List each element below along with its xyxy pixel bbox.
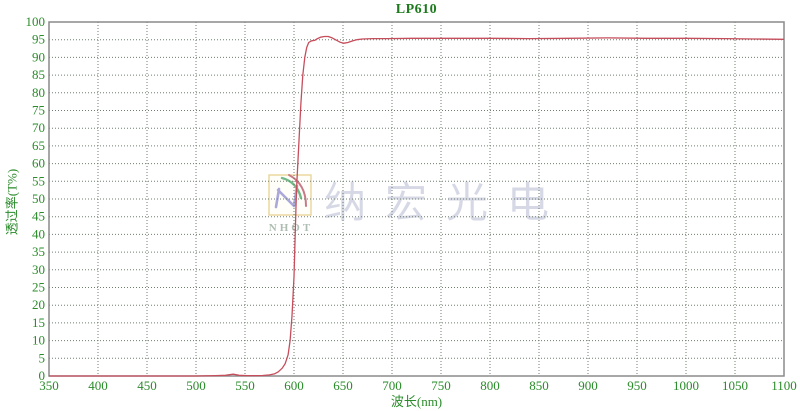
y-tick-label: 10 — [32, 333, 45, 348]
gridlines — [49, 22, 784, 376]
y-tick-label: 95 — [32, 32, 45, 47]
watermark: NHOT 纳宏光电 — [262, 173, 568, 234]
x-tick-label: 950 — [627, 378, 647, 393]
y-tick-label: 45 — [32, 209, 45, 224]
frame-rect — [48, 21, 785, 377]
y-tick-label: 90 — [32, 49, 45, 64]
curve-line — [49, 35, 785, 377]
y-tick-label: 55 — [32, 173, 45, 188]
x-tick-label: 700 — [382, 378, 402, 393]
transmission-curve — [49, 35, 785, 377]
x-tick-label: 1050 — [722, 378, 748, 393]
y-tick-label: 20 — [32, 297, 45, 312]
nhot-logo: NHOT — [262, 173, 320, 234]
x-tick-label: 650 — [333, 378, 353, 393]
x-tick-label: 500 — [186, 378, 206, 393]
x-tick-label: 1000 — [673, 378, 699, 393]
x-tick-label: 400 — [88, 378, 108, 393]
x-tick-label: 550 — [235, 378, 255, 393]
y-tick-label: 5 — [39, 350, 46, 365]
y-tick-label: 40 — [32, 226, 45, 241]
x-tick-label: 350 — [39, 378, 59, 393]
y-tick-label: 75 — [32, 103, 45, 118]
chart-title: LP610 — [395, 2, 438, 17]
x-tick-label: 900 — [578, 378, 598, 393]
y-tick-label: 100 — [26, 14, 46, 29]
x-axis-title: 波长(nm) — [390, 394, 443, 409]
y-tick-label: 65 — [32, 138, 45, 153]
x-tick-label: 800 — [480, 378, 500, 393]
x-tick-labels: 350 400 450 500 550 600 650 700 750 800 850 900 950 1… — [39, 378, 797, 393]
y-tick-label: 60 — [32, 156, 45, 171]
watermark-brand-text: 纳宏光电 — [324, 180, 569, 227]
x-tick-label: 850 — [529, 378, 549, 393]
y-tick-label: 70 — [32, 120, 45, 135]
y-tick-label: 85 — [32, 67, 45, 82]
y-tick-label: 30 — [32, 262, 45, 277]
x-tick-label: 1100 — [771, 378, 797, 393]
y-tick-label: 0 — [39, 368, 46, 383]
y-tick-label: 50 — [32, 191, 45, 206]
y-tick-label: 80 — [32, 85, 45, 100]
y-tick-label: 35 — [32, 244, 45, 259]
y-tick-label: 15 — [32, 315, 45, 330]
y-tick-labels: 0 5 10 15 20 25 30 35 40 45 50 55 60 65 70 75 80 85 90 95 10… — [26, 14, 46, 383]
y-tick-label: 25 — [32, 280, 45, 295]
x-tick-label: 450 — [137, 378, 157, 393]
x-tick-label: 600 — [284, 378, 304, 393]
plot-frame — [48, 21, 785, 377]
nhot-logo-text: NHOT — [268, 222, 314, 234]
x-tick-label: 750 — [431, 378, 451, 393]
